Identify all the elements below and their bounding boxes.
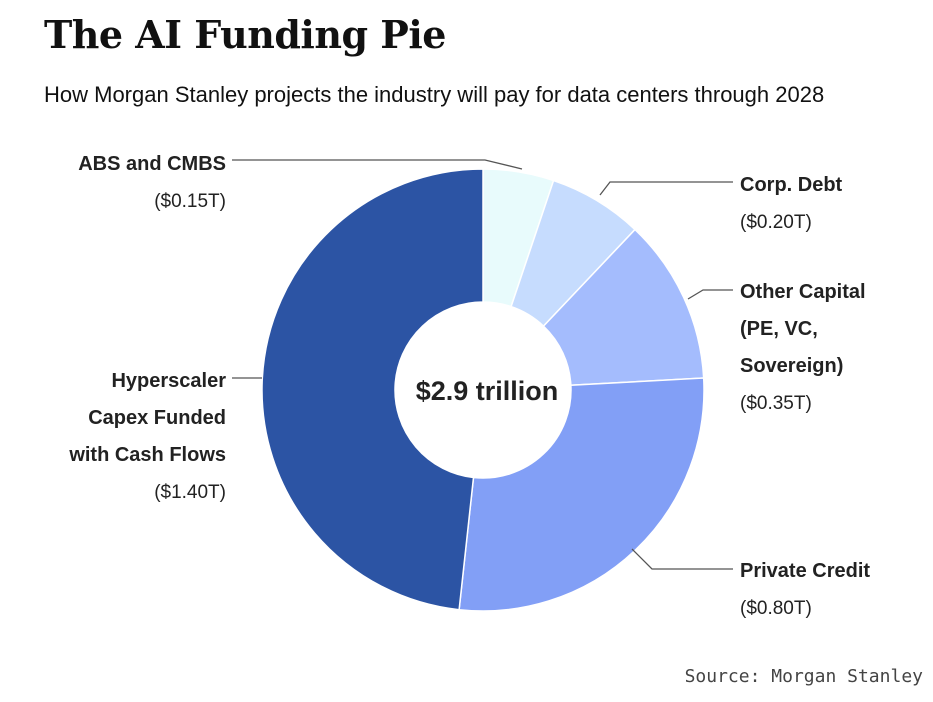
slice-4 bbox=[261, 168, 484, 611]
slice-value-2: ($0.35T) bbox=[740, 393, 812, 414]
slice-label-2-line-0: Other Capital bbox=[740, 281, 866, 303]
slice-label-2-line-1: (PE, VC, bbox=[740, 318, 818, 340]
slice-label-4-line-1: Capex Funded bbox=[88, 407, 226, 429]
slice-label-4-line-0: Hyperscaler bbox=[111, 370, 226, 392]
slice-value-1: ($0.20T) bbox=[740, 212, 812, 233]
slice-label-4-line-2: with Cash Flows bbox=[68, 444, 226, 466]
slice-value-0: ($0.15T) bbox=[154, 191, 226, 212]
slice-label-2-line-2: Sovereign) bbox=[740, 355, 843, 377]
leader-line-0 bbox=[232, 159, 523, 170]
leader-line-2 bbox=[687, 289, 733, 300]
slice-label-3-line-0: Private Credit bbox=[740, 560, 870, 582]
slice-label-1-line-0: Corp. Debt bbox=[740, 174, 843, 196]
slice-value-3: ($0.80T) bbox=[740, 598, 812, 619]
center-total-label: $2.9 trillion bbox=[416, 376, 559, 406]
slice-2 bbox=[542, 228, 705, 387]
slice-label-0-line-0: ABS and CMBS bbox=[78, 153, 226, 175]
slice-value-4: ($1.40T) bbox=[154, 482, 226, 503]
chart-title: The AI Funding Pie bbox=[44, 12, 447, 57]
source-note: Source: Morgan Stanley bbox=[684, 666, 923, 687]
chart-subtitle: How Morgan Stanley projects the industry… bbox=[44, 82, 825, 107]
slice-3 bbox=[458, 377, 705, 612]
leader-line-3 bbox=[631, 548, 733, 570]
leader-lines bbox=[232, 159, 733, 570]
donut-slices bbox=[261, 168, 705, 612]
leader-line-1 bbox=[599, 181, 733, 196]
slice-labels: ABS and CMBS ($0.15T) Corp. Debt ($0.20T) Ot… bbox=[68, 153, 870, 619]
